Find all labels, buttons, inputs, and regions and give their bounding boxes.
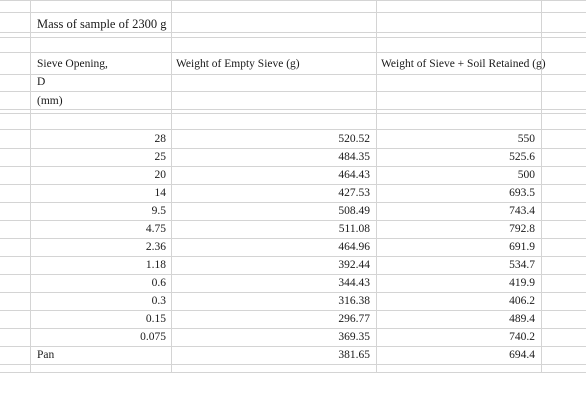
grid-line-horizontal: [0, 0, 586, 1]
sieve-soil-weight-cell[interactable]: 419.9: [509, 277, 535, 289]
empty-sieve-weight-cell[interactable]: 427.53: [338, 187, 370, 199]
pan-retained-weight[interactable]: 694.4: [509, 349, 535, 361]
empty-sieve-weight-cell[interactable]: 344.43: [338, 277, 370, 289]
empty-sieve-weight-cell[interactable]: 464.96: [338, 241, 370, 253]
grid-line-horizontal: [0, 372, 586, 373]
grid-line-horizontal: [0, 310, 586, 311]
grid-line-horizontal: [0, 346, 586, 347]
sieve-opening-cell[interactable]: 9.5: [151, 205, 166, 217]
grid-line-horizontal: [0, 220, 586, 221]
sieve-soil-weight-cell[interactable]: 550: [517, 133, 535, 145]
sieve-soil-weight-cell[interactable]: 534.7: [509, 259, 535, 271]
sieve-opening-cell[interactable]: 0.3: [151, 295, 166, 307]
grid-line-vertical: [541, 0, 542, 372]
sieve-opening-cell[interactable]: 0.15: [145, 313, 166, 325]
sieve-soil-weight-cell[interactable]: 406.2: [509, 295, 535, 307]
empty-sieve-weight-cell[interactable]: 511.08: [338, 223, 370, 235]
grid-line-horizontal: [0, 52, 586, 53]
grid-line-vertical: [376, 0, 377, 372]
grid-line-horizontal: [0, 364, 586, 365]
pan-label[interactable]: Pan: [37, 349, 55, 361]
sieve-opening-cell[interactable]: 1.18: [145, 259, 166, 271]
sieve-opening-cell[interactable]: 14: [154, 187, 167, 199]
header-empty-sieve-weight[interactable]: Weight of Empty Sieve (g): [176, 58, 300, 70]
header-sieve-soil-weight[interactable]: Weight of Sieve + Soil Retained (g): [381, 58, 546, 70]
grid-line-horizontal: [0, 148, 586, 149]
header-sieve-opening[interactable]: Sieve Opening,: [37, 58, 108, 70]
sieve-opening-cell[interactable]: 28: [154, 133, 167, 145]
sieve-opening-cell[interactable]: 0.075: [140, 331, 166, 343]
pan-empty-weight[interactable]: 381.65: [338, 349, 370, 361]
grid-line-horizontal: [0, 274, 586, 275]
grid-line-vertical: [30, 0, 31, 372]
grid-line-horizontal: [0, 202, 586, 203]
sieve-soil-weight-cell[interactable]: 489.4: [509, 313, 535, 325]
empty-sieve-weight-cell[interactable]: 464.43: [338, 169, 370, 181]
grid-line-horizontal: [0, 91, 586, 92]
empty-sieve-weight-cell[interactable]: 484.35: [338, 151, 370, 163]
sieve-soil-weight-cell[interactable]: 691.9: [509, 241, 535, 253]
sieve-soil-weight-cell[interactable]: 693.5: [509, 187, 535, 199]
empty-sieve-weight-cell[interactable]: 296.77: [338, 313, 370, 325]
grid-line-horizontal: [0, 328, 586, 329]
empty-sieve-weight-cell[interactable]: 508.49: [338, 205, 370, 217]
grid-line-horizontal: [0, 184, 586, 185]
grid-line-horizontal: [0, 292, 586, 293]
grid-line-horizontal: [0, 166, 586, 167]
empty-sieve-weight-cell[interactable]: 520.52: [338, 133, 370, 145]
header-sieve-unit[interactable]: (mm): [37, 95, 63, 107]
header-sieve-symbol[interactable]: D: [37, 76, 46, 88]
empty-sieve-weight-cell[interactable]: 369.35: [338, 331, 370, 343]
grid-line-horizontal: [0, 238, 586, 239]
sieve-soil-weight-cell[interactable]: 500: [517, 169, 535, 181]
sieve-soil-weight-cell[interactable]: 792.8: [509, 223, 535, 235]
empty-sieve-weight-cell[interactable]: 392.44: [338, 259, 370, 271]
grid-line-horizontal: [0, 32, 586, 33]
grid-line-horizontal: [0, 129, 586, 130]
grid-line-horizontal: [0, 74, 586, 75]
sieve-soil-weight-cell[interactable]: 740.2: [509, 331, 535, 343]
grid-line-horizontal: [0, 37, 586, 38]
sieve-opening-cell[interactable]: 4.75: [145, 223, 166, 235]
grid-line-vertical: [171, 0, 172, 372]
sample-mass-title[interactable]: Mass of sample of 2300 g: [37, 17, 167, 31]
sieve-soil-weight-cell[interactable]: 525.6: [509, 151, 535, 163]
grid-line-horizontal: [0, 109, 586, 110]
grid-line-horizontal: [0, 12, 586, 13]
grid-line-horizontal: [0, 256, 586, 257]
sieve-opening-cell[interactable]: 2.36: [145, 241, 166, 253]
grid-line-horizontal: [0, 113, 586, 114]
sieve-soil-weight-cell[interactable]: 743.4: [509, 205, 535, 217]
sieve-opening-cell[interactable]: 25: [154, 151, 167, 163]
sieve-opening-cell[interactable]: 0.6: [151, 277, 166, 289]
empty-sieve-weight-cell[interactable]: 316.38: [338, 295, 370, 307]
sieve-opening-cell[interactable]: 20: [154, 169, 167, 181]
